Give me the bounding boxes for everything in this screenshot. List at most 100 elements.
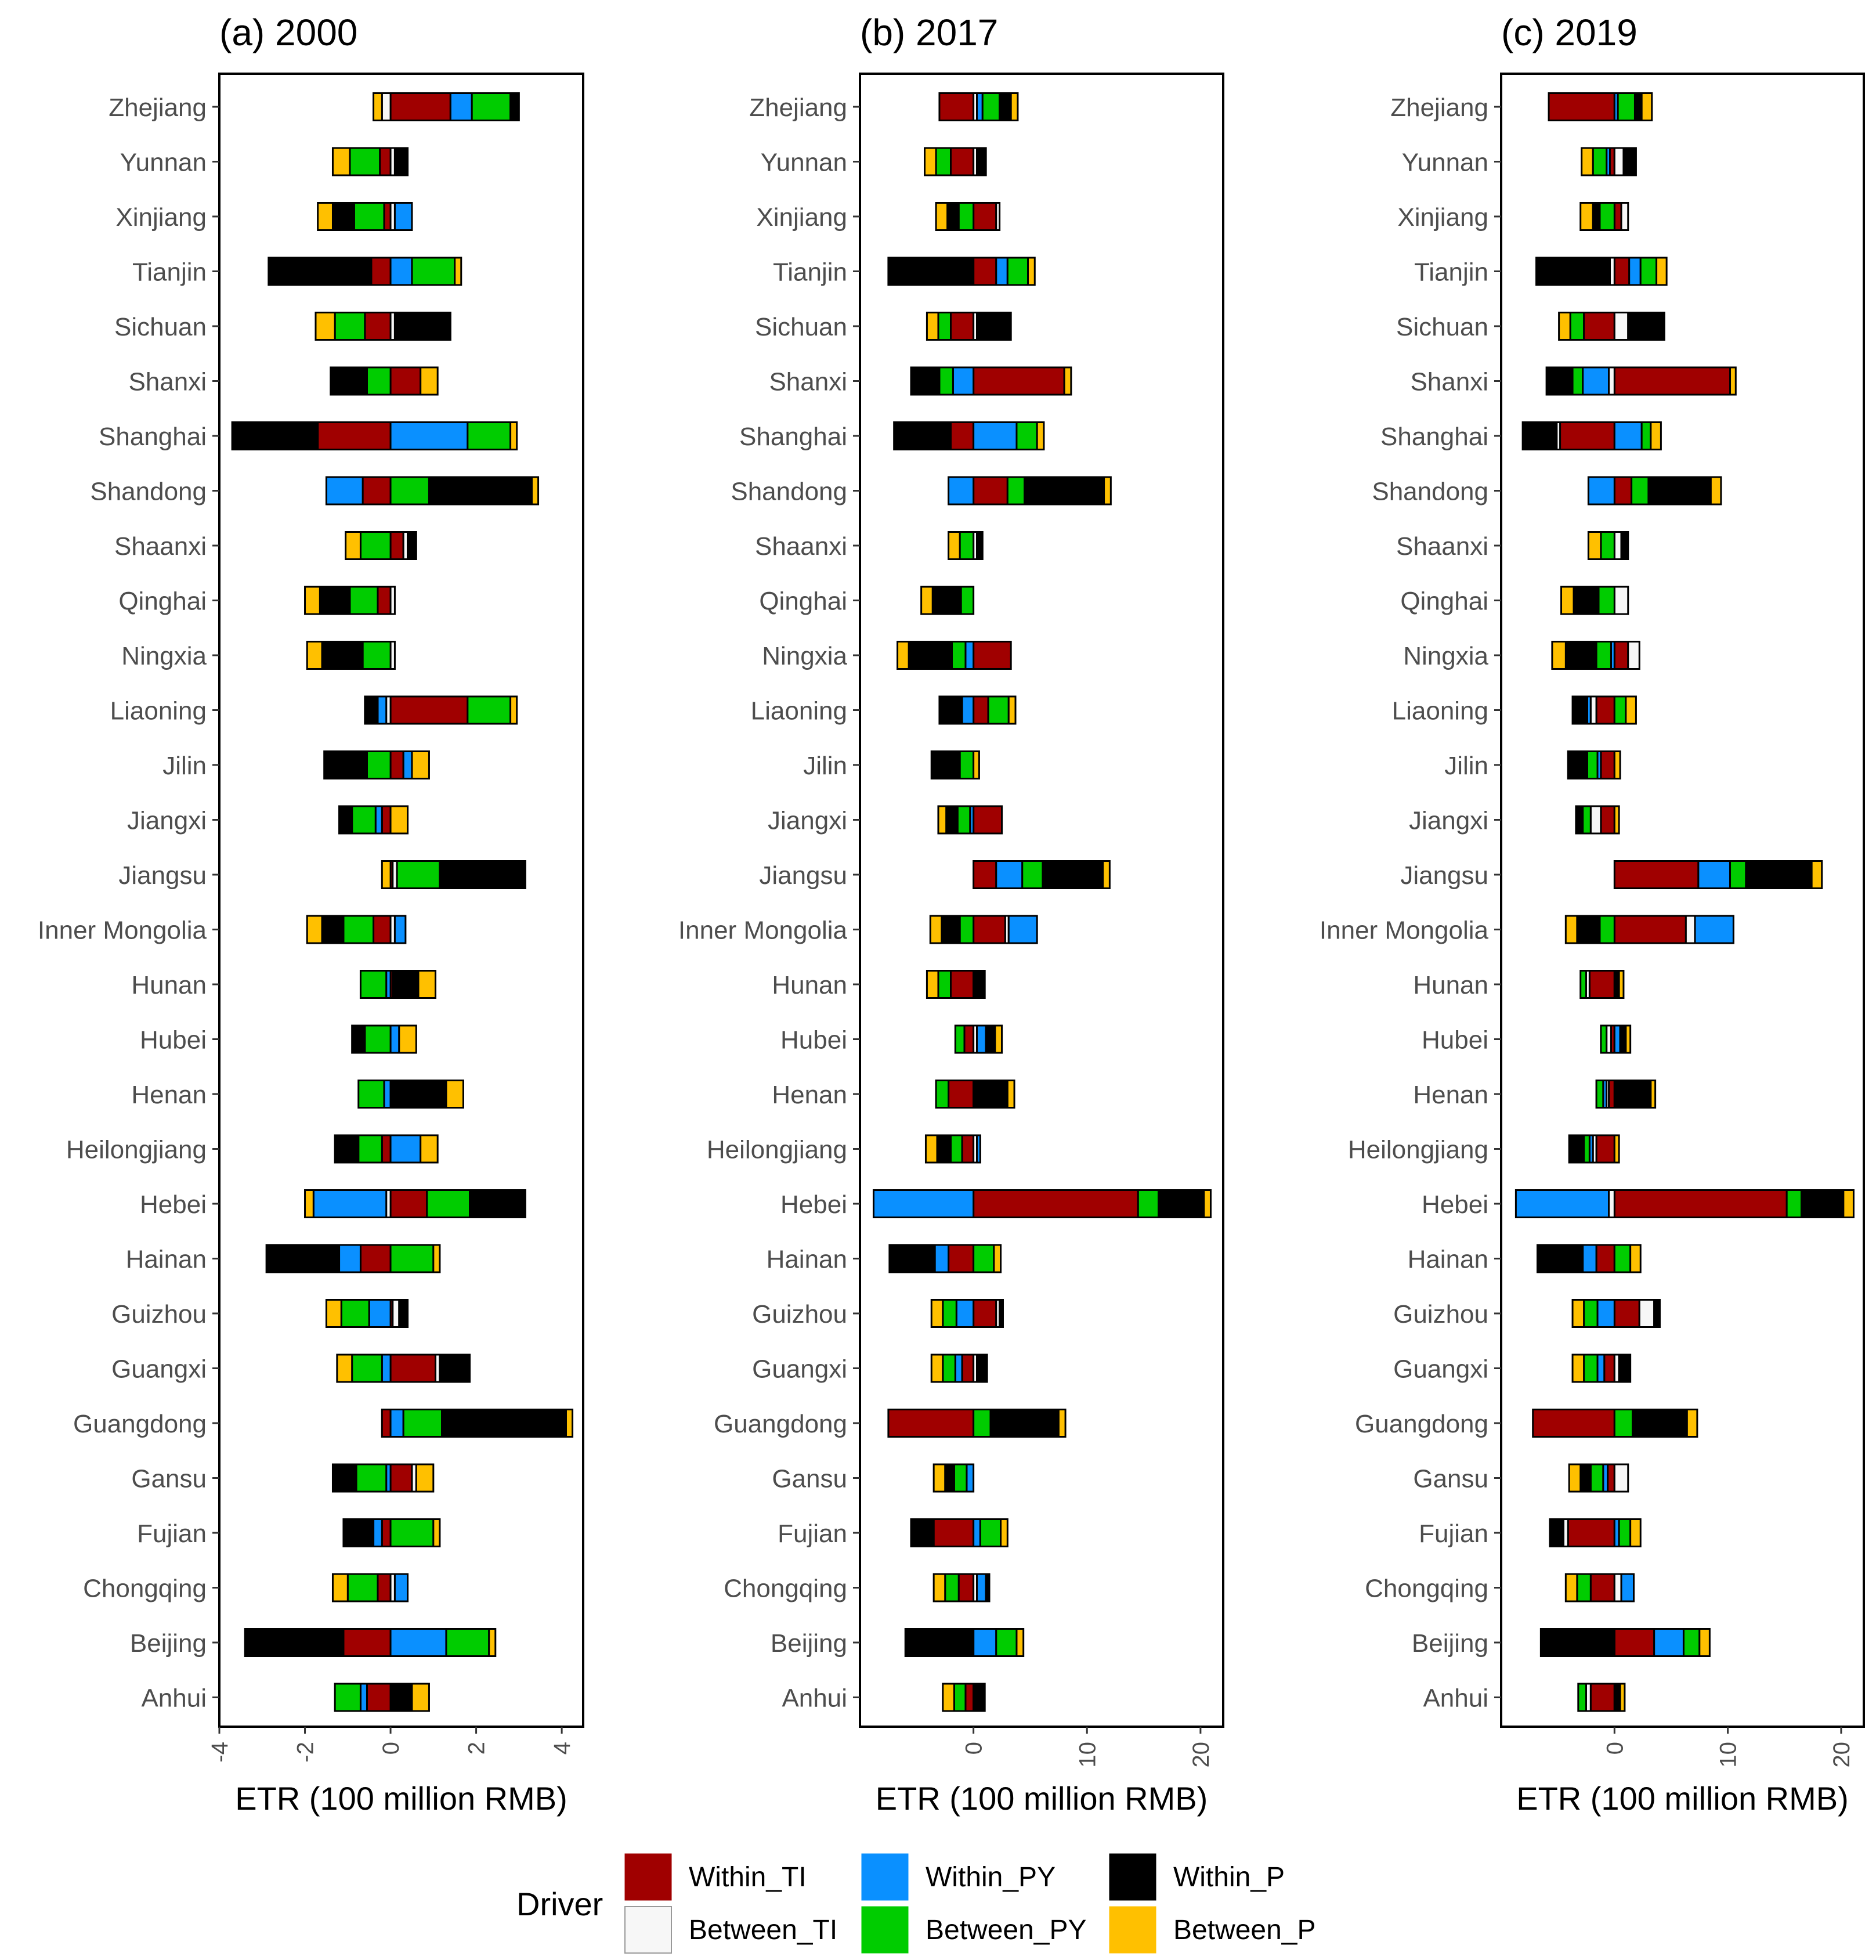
bar-segment-within-py: [449, 92, 473, 121]
bar-segment-between-ti: [1613, 586, 1629, 615]
bar-row-liaoning: [1571, 695, 1637, 725]
x-tick-label: 20: [1829, 1742, 1855, 1768]
y-tick-label-chongqing: Chongqing: [1365, 1575, 1488, 1603]
bar-segment-between-py: [411, 257, 456, 286]
bar-row-jilin: [930, 750, 980, 779]
x-tick-label: 10: [1075, 1742, 1100, 1768]
bar-row-hainan: [265, 1244, 441, 1273]
bar-segment-within-py: [389, 421, 469, 450]
bar-segment-within-p: [985, 1573, 991, 1602]
bar-segment-within-ti: [373, 915, 392, 944]
bar-row-jiangxi: [1575, 805, 1620, 835]
bar-segment-between-py: [1640, 421, 1652, 450]
bar-segment-between-py: [1583, 1299, 1599, 1328]
bar-segment-within-p: [1622, 147, 1637, 176]
bar-segment-within-p: [428, 476, 533, 506]
bar-segment-between-py: [1579, 970, 1587, 999]
bar-segment-within-ti: [1589, 1683, 1615, 1712]
bar-segment-between-p: [306, 915, 323, 944]
bar-segment-within-ti: [938, 92, 975, 121]
y-tick-label-guangxi: Guangxi: [111, 1355, 207, 1384]
bar-segment-between-py: [366, 366, 392, 396]
y-tick-label-sichuan: Sichuan: [114, 313, 207, 341]
bar-segment-between-p: [1625, 695, 1637, 725]
bar-segment-between-p: [930, 1353, 944, 1383]
bar-row-shaanxi: [948, 531, 984, 560]
bar-segment-between-py: [1639, 257, 1658, 286]
bar-segment-within-ti: [963, 1024, 975, 1054]
bar-segment-between-p: [1036, 421, 1045, 450]
bar-segment-between-p: [389, 805, 409, 835]
bar-segment-within-p: [1647, 476, 1712, 506]
bar-segment-within-ti: [973, 805, 1003, 835]
bar-segment-within-p: [393, 147, 409, 176]
bar-row-yunnan: [331, 147, 409, 176]
legend-swatch: [1107, 1851, 1158, 1903]
bar-row-shanghai: [231, 421, 518, 450]
bar-segment-within-p: [1632, 1409, 1688, 1438]
bar-segment-within-py: [966, 1463, 975, 1493]
bar-segment-between-p: [994, 1024, 1003, 1054]
bar-row-heilongjiang: [924, 1134, 981, 1164]
y-tick-label-jilin: Jilin: [162, 752, 207, 780]
y-tick-label-gansu: Gansu: [131, 1465, 207, 1493]
legend-item-within-p: Within_P: [1107, 1851, 1285, 1903]
bar-row-jiangxi: [937, 805, 1003, 835]
bar-segment-within-py: [954, 1353, 963, 1383]
bar-row-yunnan: [1581, 147, 1637, 176]
legend-swatch: [859, 1851, 910, 1903]
bar-row-hubei: [1600, 1024, 1632, 1054]
bar-segment-between-p: [1558, 312, 1571, 341]
bar-row-guangdong: [381, 1409, 574, 1438]
bar-segment-within-py: [374, 805, 383, 835]
bar-segment-within-ti: [964, 1683, 975, 1712]
y-tick-label-guangdong: Guangdong: [1355, 1410, 1488, 1438]
y-tick-label-liaoning: Liaoning: [751, 697, 847, 725]
bar-segment-between-p: [1619, 1683, 1626, 1712]
bar-segment-between-p: [942, 1683, 955, 1712]
bar-row-chongqing: [331, 1573, 409, 1602]
y-tick-label-guangdong: Guangdong: [73, 1410, 207, 1438]
bar-row-xinjiang: [1579, 202, 1629, 231]
bar-segment-within-py: [955, 1299, 975, 1328]
bar-row-hainan: [888, 1244, 1002, 1273]
bar-segment-between-p: [432, 1518, 441, 1547]
bar-segment-within-ti: [1532, 1409, 1615, 1438]
bar-segment-within-ti: [359, 1244, 392, 1273]
bar-row-fujian: [342, 1518, 441, 1547]
bar-row-zhejiang: [1548, 92, 1653, 121]
bar-segment-within-ti: [973, 366, 1065, 396]
bar-segment-within-p: [1539, 1628, 1615, 1657]
y-tick-label-shaanxi: Shaanxi: [114, 532, 207, 561]
bar-segment-between-p: [926, 970, 939, 999]
y-tick-label-guizhou: Guizhou: [752, 1300, 847, 1329]
bar-row-heilongjiang: [334, 1134, 439, 1164]
bar-segment-within-p: [389, 1080, 447, 1109]
y-tick-label-chongqing: Chongqing: [83, 1575, 207, 1603]
bar-segment-between-p: [304, 586, 321, 615]
y-tick-label-jiangxi: Jiangxi: [1409, 807, 1488, 835]
bar-segment-within-py: [389, 1628, 447, 1657]
panel-1: (a) 2000 Zhejiang Yunnan Xinjiang Tianjin Sic…: [38, 12, 584, 1817]
y-tick-label-jiangxi: Jiangxi: [127, 807, 207, 835]
bar-segment-within-ti: [948, 1244, 975, 1273]
y-tick-label-gansu: Gansu: [1413, 1465, 1488, 1493]
bar-segment-within-ti: [381, 1409, 392, 1438]
x-tick-label: 20: [1188, 1742, 1214, 1768]
y-tick-label-anhui: Anhui: [782, 1684, 847, 1713]
bar-segment-within-py: [961, 695, 975, 725]
bar-segment-within-ti: [389, 92, 451, 121]
bar-segment-between-py: [956, 805, 971, 835]
x-axis-label: ETR (100 million RMB): [1516, 1780, 1849, 1817]
bar-segment-within-py: [973, 421, 1018, 450]
bar-segment-between-ti: [1613, 312, 1629, 341]
bar-segment-within-p: [441, 1409, 567, 1438]
legend-label: Between_PY: [926, 1915, 1087, 1945]
bar-segment-between-py: [960, 586, 975, 615]
bar-row-zhejiang: [938, 92, 1019, 121]
bar-segment-within-ti: [1595, 1134, 1615, 1164]
y-tick-label-jiangsu: Jiangsu: [118, 861, 207, 890]
bar-row-anhui: [334, 1683, 430, 1712]
plot-frame: [218, 73, 584, 1728]
bar-row-sichuan: [926, 312, 1012, 341]
